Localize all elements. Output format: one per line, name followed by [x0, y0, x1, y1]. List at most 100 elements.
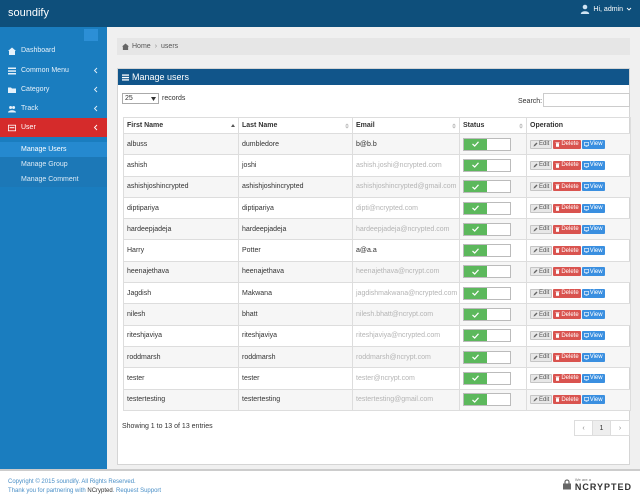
delete-button[interactable]: Delete [553, 395, 581, 405]
trash-icon [555, 291, 560, 296]
sidebar-toggle-button[interactable] [84, 29, 98, 41]
delete-button[interactable]: Delete [553, 246, 581, 256]
view-button[interactable]: View [581, 352, 605, 362]
status-toggle[interactable] [463, 393, 511, 407]
edit-button[interactable]: Edit [530, 331, 553, 341]
request-support-link[interactable]: . Request Support [112, 488, 162, 494]
sidebar-item-label: User [21, 124, 36, 131]
pagination-prev[interactable]: ‹ [575, 421, 593, 435]
edit-button[interactable]: Edit [530, 267, 553, 277]
edit-button[interactable]: Edit [530, 395, 553, 405]
sidebar-item-user[interactable]: User [0, 118, 107, 137]
view-button[interactable]: View [581, 310, 605, 320]
table-body: albuss dumbledore b@b.b Edit Delete View ashis… [123, 132, 631, 411]
pagination-next[interactable]: › [618, 424, 622, 432]
status-toggle[interactable] [463, 201, 511, 215]
delete-button[interactable]: Delete [553, 139, 581, 149]
view-button[interactable]: View [581, 160, 605, 170]
table-row: Harry Potter a@a.a Edit Delete View [123, 239, 631, 262]
status-on [464, 138, 487, 150]
delete-button[interactable]: Delete [553, 288, 581, 298]
submenu-manage-users[interactable]: Manage Users [0, 142, 107, 157]
delete-button[interactable]: Delete [553, 331, 581, 341]
cell-last-name: ashishjoshincrypted [238, 175, 353, 198]
check-icon [472, 141, 479, 147]
cell-email: heenajethava@ncrypt.com [352, 260, 460, 284]
submenu-manage-comment[interactable]: Manage Comment [21, 176, 79, 183]
edit-button[interactable]: Edit [530, 373, 553, 383]
delete-button[interactable]: Delete [553, 224, 581, 234]
edit-button[interactable]: Edit [530, 139, 553, 149]
status-toggle[interactable] [463, 244, 511, 258]
status-toggle[interactable] [463, 158, 511, 172]
records-length-select[interactable]: 25 [122, 93, 159, 104]
sidebar-item-dashboard[interactable]: Dashboard [0, 41, 107, 60]
sidebar-item-track[interactable]: Track [0, 99, 107, 118]
status-off [487, 181, 510, 193]
edit-button[interactable]: Edit [530, 182, 553, 192]
footer-copyright: Copyright © 2015 soundify. All Rights Re… [8, 479, 136, 485]
view-button[interactable]: View [581, 139, 605, 149]
search-input[interactable] [543, 93, 630, 107]
view-button[interactable]: View [581, 224, 605, 234]
column-header-last-name[interactable]: Last Name [238, 117, 353, 134]
view-button[interactable]: View [581, 373, 605, 383]
edit-icon [533, 248, 538, 253]
trash-icon [555, 312, 560, 317]
column-header-status[interactable]: Status [459, 117, 527, 134]
user-menu[interactable]: Hi, admin [580, 4, 632, 14]
sort-icon [345, 123, 349, 129]
delete-button[interactable]: Delete [553, 203, 581, 213]
view-button[interactable]: View [581, 246, 605, 256]
view-button[interactable]: View [581, 288, 605, 298]
delete-button[interactable]: Delete [553, 160, 581, 170]
submenu-manage-group[interactable]: Manage Group [21, 161, 68, 168]
cell-last-name: Potter [238, 239, 353, 262]
edit-icon [533, 163, 538, 168]
status-toggle[interactable] [463, 350, 511, 364]
ncrypted-logo[interactable]: We are a NCRYPTED [562, 477, 632, 492]
column-header-email[interactable]: Email [352, 117, 460, 134]
app-brand[interactable]: soundify [8, 7, 49, 19]
dashboard-icon [8, 47, 16, 55]
delete-button[interactable]: Delete [553, 310, 581, 320]
status-toggle[interactable] [463, 137, 511, 151]
status-off [487, 330, 510, 342]
column-header-first-name[interactable]: First Name [123, 117, 239, 134]
status-toggle[interactable] [463, 286, 511, 300]
view-button[interactable]: View [581, 395, 605, 405]
trash-icon [555, 142, 560, 147]
status-toggle[interactable] [463, 308, 511, 322]
cell-status [459, 196, 527, 220]
delete-button[interactable]: Delete [553, 373, 581, 383]
check-icon [472, 226, 479, 233]
status-toggle[interactable] [463, 222, 511, 236]
status-toggle[interactable] [463, 371, 511, 385]
view-button[interactable]: View [581, 267, 605, 277]
delete-button[interactable]: Delete [553, 182, 581, 192]
status-toggle[interactable] [463, 329, 511, 343]
edit-button[interactable]: Edit [530, 203, 553, 213]
edit-button[interactable]: Edit [530, 246, 553, 256]
cell-email: testertesting@gmail.com [352, 388, 460, 411]
edit-button[interactable]: Edit [530, 160, 553, 170]
edit-button[interactable]: Edit [530, 224, 553, 234]
sidebar-item-category[interactable]: Category [0, 80, 107, 99]
view-button[interactable]: View [581, 331, 605, 341]
view-button[interactable]: View [581, 182, 605, 192]
status-toggle[interactable] [463, 265, 511, 279]
pagination-page-1[interactable]: 1 [593, 421, 611, 435]
search-label: Search: [518, 98, 543, 105]
edit-button[interactable]: Edit [530, 310, 553, 320]
edit-button[interactable]: Edit [530, 352, 553, 362]
lock-icon [562, 479, 571, 490]
breadcrumb-separator: › [154, 43, 158, 50]
trash-icon [555, 376, 560, 381]
view-button[interactable]: View [581, 203, 605, 213]
edit-button[interactable]: Edit [530, 288, 553, 298]
delete-button[interactable]: Delete [553, 267, 581, 277]
sidebar-item-common-menu[interactable]: Common Menu [0, 61, 107, 80]
delete-button[interactable]: Delete [553, 352, 581, 362]
status-toggle[interactable] [463, 180, 511, 194]
breadcrumb-home[interactable]: Home [132, 43, 151, 50]
